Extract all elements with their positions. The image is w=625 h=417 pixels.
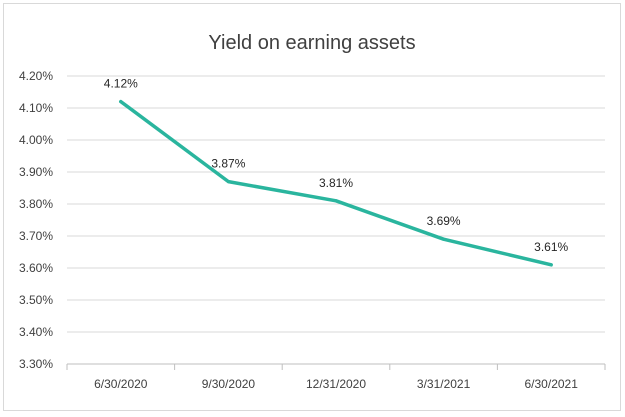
y-tick-label: 3.30%: [19, 357, 53, 371]
data-point: [442, 237, 446, 241]
x-tick-label: 12/31/2020: [306, 377, 366, 391]
x-axis-ticks: 6/30/2020 9/30/2020 12/31/2020 3/31/2021 6/3…: [66, 364, 606, 391]
data-labels: 4.12% 3.87% 3.81% 3.69% 3.61%: [104, 77, 569, 254]
x-tick-label: 6/30/2020: [94, 377, 148, 391]
y-tick-label: 3.90%: [19, 165, 53, 179]
x-tick-label: 3/31/2021: [417, 377, 471, 391]
y-tick-label: 3.40%: [19, 325, 53, 339]
data-label: 3.81%: [319, 176, 353, 190]
data-label: 3.87%: [211, 157, 245, 171]
series-layer: [119, 99, 553, 267]
chart-frame: [3, 3, 621, 411]
x-tick-label: 6/30/2021: [525, 377, 579, 391]
y-tick-label: 4.10%: [19, 101, 53, 115]
data-point: [119, 100, 123, 104]
data-label: 3.61%: [534, 240, 568, 254]
data-point: [549, 263, 553, 267]
x-tick-label: 9/30/2020: [202, 377, 256, 391]
chart-title: Yield on earning assets: [208, 32, 415, 54]
y-tick-label: 3.50%: [19, 293, 53, 307]
y-tick-label: 4.20%: [19, 69, 53, 83]
data-label: 4.12%: [104, 77, 138, 91]
y-tick-label: 3.70%: [19, 229, 53, 243]
data-label: 3.69%: [427, 214, 461, 228]
y-tick-label: 3.60%: [19, 261, 53, 275]
y-tick-label: 3.80%: [19, 197, 53, 211]
data-point: [334, 199, 338, 203]
y-tick-label: 4.00%: [19, 133, 53, 147]
data-point: [226, 180, 230, 184]
y-axis-ticks: 3.30% 3.40% 3.50% 3.60% 3.70% 3.80% 3.90% 4.00%…: [19, 69, 53, 371]
gridlines: [67, 75, 605, 365]
